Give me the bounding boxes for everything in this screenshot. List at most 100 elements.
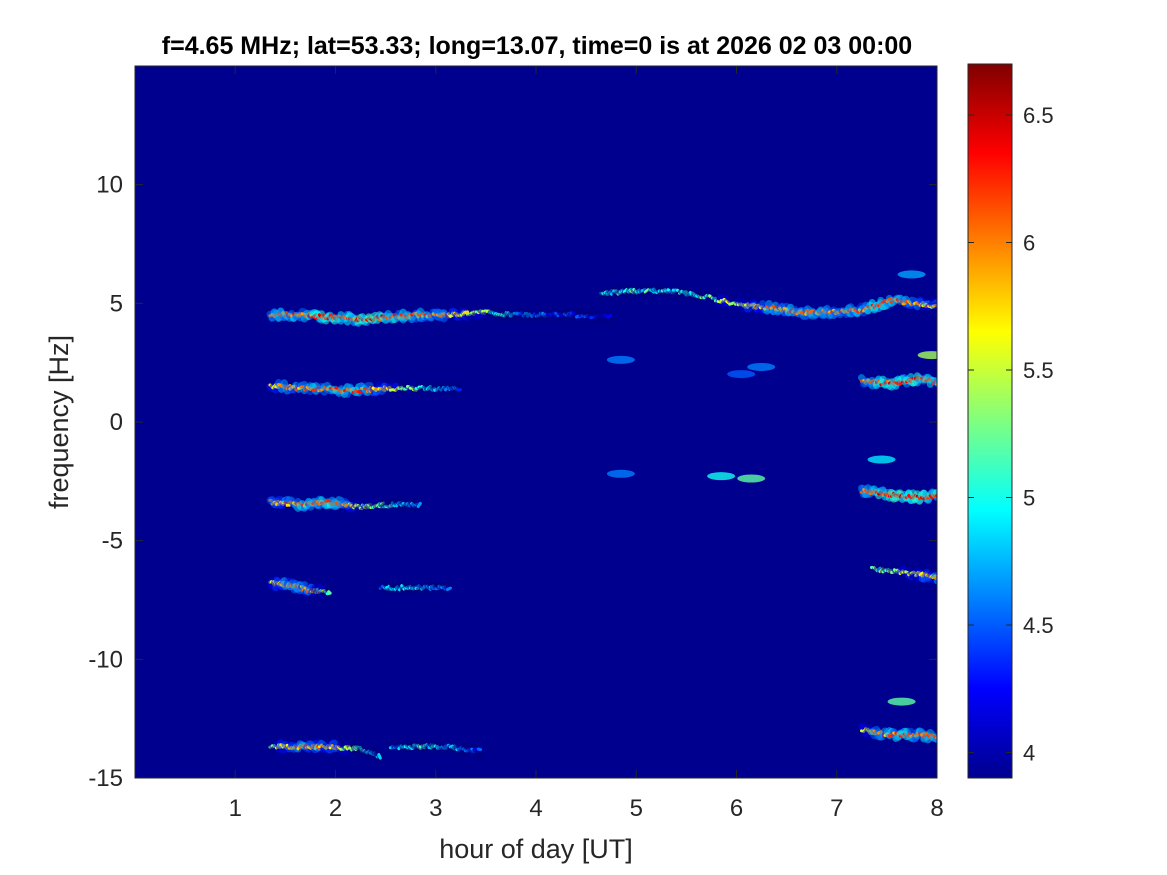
trace-5-segment: [939, 493, 941, 496]
spot-2: [737, 474, 766, 483]
x-tick-label: 3: [429, 795, 442, 822]
trace-9-segment: [377, 753, 382, 760]
x-axis-label: hour of day [UT]: [439, 834, 633, 864]
trace-1-segment: [1046, 314, 1048, 316]
trace-3-halo: [1070, 385, 1072, 388]
trace-1-segment: [1050, 315, 1052, 317]
spot-9: [917, 351, 937, 360]
trace-1-halo: [1048, 311, 1050, 314]
trace-3-halo: [1020, 387, 1022, 388]
trace-8-segment: [963, 579, 965, 580]
colorbar-tick-label: 4.5: [1023, 613, 1054, 638]
trace-8-segment: [1030, 581, 1032, 583]
trace-11-segment: [956, 739, 958, 741]
trace-4-halo: [335, 496, 345, 504]
trace-8-segment: [957, 578, 959, 581]
trace-1-halo: [1024, 314, 1026, 315]
trace-1-halo: [1020, 313, 1022, 317]
y-axis-ticks: -15 -10 -5 0 5 10: [88, 172, 937, 792]
trace-1-halo: [1030, 313, 1032, 316]
trace-11-halo: [1018, 746, 1020, 748]
trace-8-segment: [1025, 581, 1027, 584]
trace-1-halo: [936, 307, 937, 311]
trace-5-halo: [962, 493, 964, 499]
trace-8-halo: [1030, 583, 1032, 586]
trace-8-segment: [961, 579, 963, 581]
spot-7: [887, 697, 916, 706]
trace-5-halo: [1053, 498, 1055, 500]
trace-1-segment: [1041, 315, 1043, 316]
trace-3-segment: [1025, 389, 1027, 390]
trace-4-segment: [416, 501, 422, 509]
trace-3-halo: [1055, 385, 1057, 388]
trace-3-segment: [1042, 389, 1044, 390]
trace-5-halo: [1055, 501, 1057, 503]
colorbar: 4 4.5 5 5.5 6 6.5: [967, 63, 1054, 779]
trace-5-segment: [965, 494, 967, 497]
trace-5-segment: [941, 493, 943, 495]
trace-11-halo: [947, 737, 949, 738]
spot-8: [867, 455, 896, 464]
trace-1-halo: [947, 306, 949, 307]
trace-11-segment: [962, 738, 964, 741]
trace-3-halo: [947, 382, 949, 388]
trace-3-segment: [945, 383, 947, 385]
trace-3-halo: [1035, 387, 1037, 392]
colorbar-tick-label: 5.5: [1023, 358, 1054, 383]
chart-title: f=4.65 MHz; lat=53.33; long=13.07, time=…: [162, 32, 912, 60]
trace-8-segment: [1013, 581, 1015, 582]
colorbar-gradient: [967, 63, 1013, 779]
trace-11-halo: [1016, 743, 1018, 748]
heatmap-layer: [266, 270, 1072, 763]
trace-1-halo: [960, 306, 962, 308]
trace-3-halo: [1061, 385, 1063, 390]
x-tick-label: 8: [930, 795, 943, 822]
trace-3-segment: [965, 387, 967, 388]
trace-1-halo: [1050, 315, 1052, 316]
trace-1-halo: [949, 302, 951, 303]
trace-5-halo: [1059, 503, 1061, 504]
trace-5-segment: [1066, 501, 1068, 502]
trace-3-halo: [905, 373, 915, 383]
trace-11-halo: [965, 736, 967, 739]
trace-5-segment: [954, 491, 956, 492]
trace-1-segment: [947, 303, 949, 304]
trace-11-segment: [965, 739, 967, 742]
trace-11-halo: [1038, 742, 1040, 745]
trace-3-segment: [950, 385, 952, 386]
trace-1-segment: [955, 303, 957, 306]
y-tick-label: 5: [110, 290, 123, 317]
trace-5-segment: [1042, 501, 1044, 504]
trace-8-halo: [942, 578, 944, 582]
trace-3-segment: [1048, 386, 1050, 387]
trace-8-halo: [1058, 581, 1061, 583]
trace-5-segment: [1068, 503, 1070, 504]
trace-11-halo: [941, 739, 943, 742]
trace-3-halo: [1051, 384, 1053, 388]
trace-5-halo: [1016, 497, 1018, 499]
trace-1-segment: [808, 309, 814, 314]
x-tick-label: 7: [830, 795, 843, 822]
trace-1-segment: [1026, 314, 1028, 315]
trace-1-segment: [953, 304, 955, 306]
trace-3-segment: [939, 382, 941, 383]
trace-3-segment: [958, 385, 960, 386]
trace-11-segment: [1055, 744, 1057, 745]
trace-1-segment: [1015, 316, 1017, 317]
trace-11-halo: [1055, 746, 1057, 747]
trace-11-segment: [1016, 744, 1018, 745]
trace-5-halo: [1044, 502, 1046, 504]
trace-1-halo: [1013, 316, 1015, 318]
trace-3-halo: [1025, 386, 1027, 389]
trace-8-halo: [1055, 579, 1058, 583]
trace-11-segment: [1018, 743, 1020, 744]
trace-8-segment: [1017, 580, 1019, 582]
trace-5-segment: [960, 494, 962, 497]
trace-8-segment: [1049, 582, 1052, 585]
trace-5-halo: [1038, 498, 1040, 502]
trace-8-halo: [963, 580, 965, 581]
trace-3-halo: [1023, 386, 1025, 389]
trace-11-segment: [1014, 745, 1016, 746]
trace-3-halo: [935, 379, 937, 386]
trace-3-segment: [1023, 387, 1025, 389]
